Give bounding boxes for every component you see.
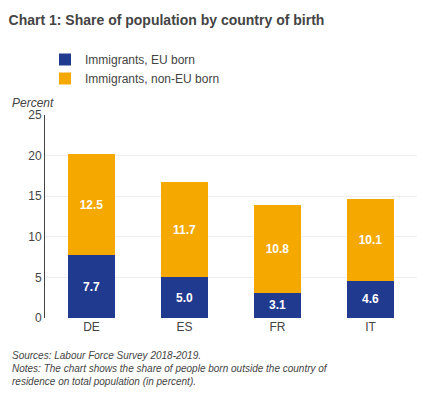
svg-text:0: 0 <box>35 311 42 325</box>
svg-text:Chart 1: Share of population b: Chart 1: Share of population by country … <box>9 12 325 28</box>
svg-text:5.0: 5.0 <box>176 291 193 305</box>
svg-text:12.5: 12.5 <box>80 198 104 212</box>
svg-text:Immigrants, EU born: Immigrants, EU born <box>85 53 195 67</box>
svg-text:11.7: 11.7 <box>173 223 196 237</box>
svg-text:4.6: 4.6 <box>362 292 379 306</box>
svg-text:10.8: 10.8 <box>266 242 290 256</box>
svg-text:15: 15 <box>28 189 42 203</box>
svg-text:ES: ES <box>176 320 192 334</box>
svg-text:25: 25 <box>28 108 42 122</box>
svg-text:Sources: Labour Force Survey 2: Sources: Labour Force Survey 2018-2019.N… <box>12 350 328 387</box>
svg-text:10.1: 10.1 <box>359 233 383 247</box>
svg-text:FR: FR <box>270 320 286 334</box>
svg-text:DE: DE <box>83 320 100 334</box>
svg-text:20: 20 <box>28 149 42 163</box>
svg-text:3.1: 3.1 <box>269 298 286 312</box>
svg-text:IT: IT <box>365 320 376 334</box>
svg-text:5: 5 <box>35 271 42 285</box>
svg-text:Immigrants, non-EU born: Immigrants, non-EU born <box>85 72 219 86</box>
svg-text:10: 10 <box>28 230 42 244</box>
svg-text:7.7: 7.7 <box>83 280 100 294</box>
svg-text:Percent: Percent <box>12 96 54 110</box>
